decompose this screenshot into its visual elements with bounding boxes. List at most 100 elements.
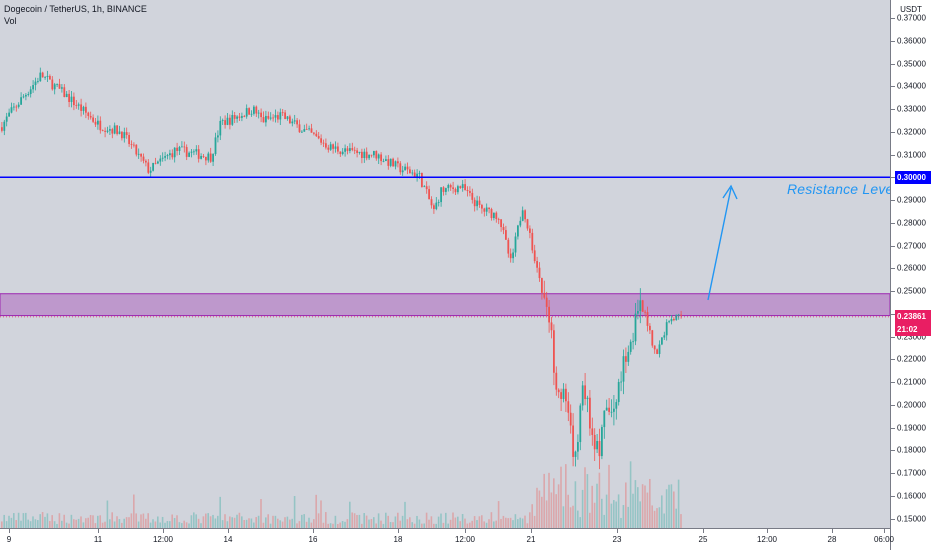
volume-bar	[176, 515, 178, 528]
volume-bar	[125, 517, 128, 528]
volume-bar	[94, 523, 97, 528]
candle-body	[538, 267, 541, 279]
volume-bar	[75, 519, 77, 528]
time-tick-label: 12:00	[454, 535, 476, 544]
volume-bar	[118, 519, 121, 528]
candle-body	[639, 300, 642, 312]
candle-body	[368, 154, 370, 159]
candle-body	[212, 154, 214, 162]
volume-bar	[313, 519, 315, 528]
candle-body	[572, 425, 574, 457]
volume-bar	[130, 513, 133, 528]
volume-bar	[337, 523, 339, 528]
volume-bar	[466, 523, 469, 528]
price-tick-mark	[891, 109, 895, 110]
candle-body	[217, 135, 219, 138]
candle-body	[320, 138, 322, 143]
candle-body	[617, 382, 620, 403]
candle-body	[596, 441, 598, 450]
candle-body	[17, 104, 20, 107]
candle-body	[209, 153, 212, 162]
volume-bar	[529, 512, 531, 528]
candle-body	[142, 156, 145, 161]
volume-bar	[229, 516, 231, 528]
candle-body	[303, 129, 306, 132]
candle-body	[529, 228, 531, 233]
candle-body	[101, 130, 104, 132]
volume-bar	[257, 515, 260, 528]
volume-bar	[634, 480, 637, 528]
time-tick-mark	[884, 529, 885, 533]
candle-body	[351, 148, 354, 150]
candle-body	[673, 318, 675, 321]
volume-bar	[473, 516, 476, 528]
candle-body	[75, 105, 78, 106]
time-tick-mark	[313, 529, 314, 533]
volume-bar	[358, 514, 361, 528]
candle-body	[598, 441, 601, 457]
candle-body	[478, 200, 481, 205]
candle-body	[608, 407, 610, 412]
candle-body	[329, 144, 332, 150]
volume-bar	[445, 512, 447, 528]
candle-body	[413, 172, 416, 177]
candle-body	[421, 173, 423, 188]
candle-body	[464, 184, 466, 190]
candle-body	[505, 230, 507, 240]
chart-plot-area[interactable]: Dogecoin / TetherUS, 1h, BINANCE Vol Res…	[0, 0, 897, 528]
price-tick-label: 0.35000	[897, 59, 926, 68]
volume-bar	[613, 500, 615, 528]
candle-body	[356, 150, 358, 153]
volume-bar	[649, 478, 651, 528]
candle-body	[3, 121, 6, 131]
candle-body	[665, 322, 668, 336]
candle-body	[622, 356, 625, 382]
candle-body	[394, 161, 397, 167]
price-tick-mark	[891, 450, 895, 452]
candle-body	[423, 186, 426, 188]
volume-bar	[387, 515, 389, 528]
candle-body	[454, 188, 457, 193]
candle-body	[457, 186, 459, 193]
candle-body	[488, 207, 490, 210]
candle-body	[332, 144, 334, 149]
candle-body	[44, 76, 46, 78]
volume-bar	[620, 517, 622, 528]
volume-bar	[483, 521, 485, 528]
candle-countdown: 21:02	[895, 323, 931, 337]
candle-body	[37, 81, 39, 82]
time-axis[interactable]: 9 11 12:00 14 16 18 12:00 21 23 25 12:00 28 06:00	[0, 528, 894, 550]
candle-body	[675, 314, 678, 321]
volume-bar	[8, 515, 10, 528]
volume-bar	[517, 519, 519, 528]
candle-body	[591, 428, 594, 435]
volume-bar	[20, 520, 22, 528]
candle-body	[517, 225, 519, 237]
support-zone-box	[0, 293, 890, 317]
volume-bar	[10, 517, 13, 528]
candle-body	[123, 132, 126, 139]
volume-bar	[596, 483, 598, 528]
candle-body	[411, 172, 414, 174]
price-axis[interactable]: USDT 0.37000 0.36000 0.35000 0.34000 0.33000…	[890, 0, 932, 550]
volume-bar	[543, 473, 545, 528]
volume-bar	[212, 514, 214, 528]
candle-body	[497, 219, 500, 220]
volume-bar	[584, 467, 586, 528]
price-chart[interactable]	[0, 0, 890, 528]
candle-body	[197, 149, 200, 159]
price-tick-mark	[891, 427, 895, 429]
candle-body	[601, 427, 603, 457]
volume-legend: Vol	[4, 16, 17, 26]
candle-body	[310, 128, 313, 133]
price-tick-mark	[891, 131, 895, 133]
volume-bar	[524, 515, 526, 528]
volume-bar	[401, 515, 404, 528]
price-tick-label: 0.32000	[897, 127, 926, 137]
volume-bar	[267, 514, 269, 528]
time-tick-label: 23	[612, 535, 622, 544]
volume-bar	[39, 514, 41, 528]
candle-body	[346, 148, 349, 151]
price-tick-label: 0.21000	[897, 377, 926, 387]
candle-body	[548, 306, 550, 323]
